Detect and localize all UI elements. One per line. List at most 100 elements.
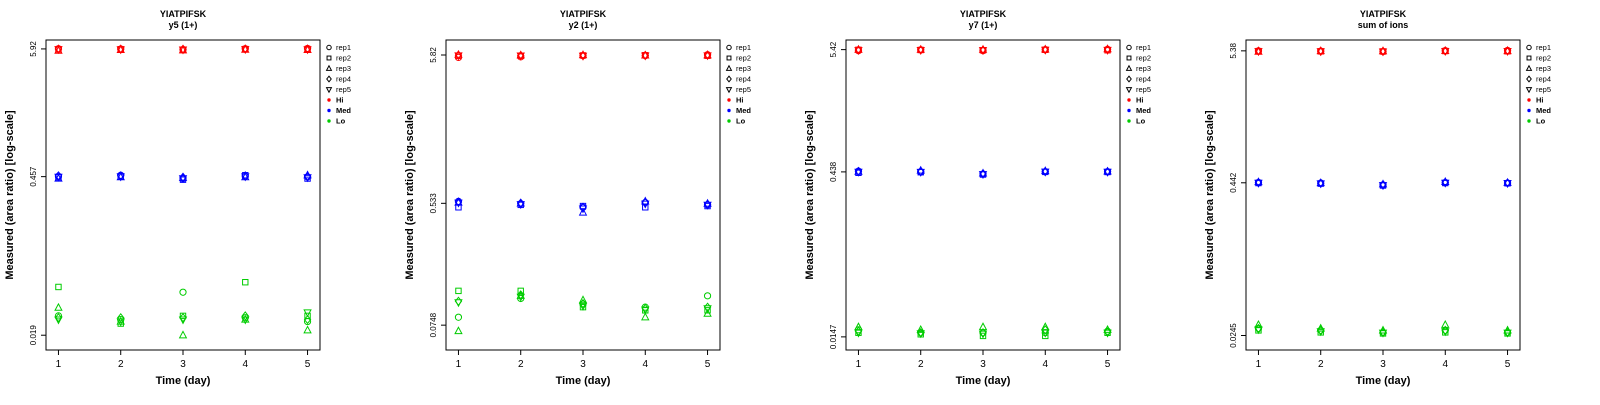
data-point-triangle-up-marker: [641, 312, 650, 321]
data-point-triangle-up-marker: [1103, 166, 1112, 175]
data-point-triangle-up-marker: [1316, 178, 1325, 187]
data-point-square-marker: [642, 204, 649, 211]
legend-rep-label: rep3: [336, 64, 351, 73]
legend-square-marker: [326, 55, 332, 61]
x-tick-label: 1: [56, 359, 62, 370]
plot-frame: [45, 39, 321, 351]
legend-med-dot: [727, 108, 731, 113]
data-point-square-marker: [455, 204, 462, 211]
data-point-triangle-down-marker: [54, 46, 63, 55]
legend-triangle-down-marker: [1125, 87, 1133, 94]
x-tick-label: 5: [1505, 359, 1511, 370]
data-point-triangle-down-marker: [1103, 168, 1112, 177]
data-point-triangle-down-marker: [1441, 179, 1450, 188]
chart-title: YIATPIFSK: [560, 9, 607, 19]
y-tick-label: 5.42: [829, 41, 838, 57]
chart-subtitle: y7 (1+): [969, 20, 998, 30]
data-point-triangle-up-marker: [1254, 319, 1263, 328]
x-tick-label: 1: [456, 359, 462, 370]
legend-triangle-up-marker: [325, 64, 333, 71]
chart-panel-y7-1-: YIATPIFSK y7 (1+) 1 2 3 4 5 5.42 0.438 0.0147 Time…: [800, 0, 1200, 400]
series-lo: [54, 279, 312, 339]
legend-square-marker: [726, 55, 732, 61]
legend-group-label: Med: [336, 106, 351, 115]
data-point-diamond-marker: [516, 290, 525, 300]
legend-hi-dot: [1527, 98, 1531, 102]
y-axis-label: Measured (area ratio) [log-scale]: [404, 110, 416, 280]
legend-hi-dot: [727, 98, 731, 102]
x-axis-label: Time (day): [956, 375, 1011, 387]
chart-title: YIATPIFSK: [1360, 9, 1407, 19]
data-point-square-marker: [455, 287, 462, 295]
data-point-triangle-down-marker: [854, 47, 863, 56]
legend-rep-label: rep3: [736, 64, 751, 73]
x-tick-label: 3: [1380, 359, 1386, 370]
data-point-triangle-up-marker: [1378, 46, 1388, 55]
data-point-triangle-down-marker: [454, 199, 463, 208]
legend-med-dot: [1527, 108, 1531, 113]
data-point-triangle-down-marker: [916, 330, 925, 339]
plot-frame: [1245, 39, 1521, 351]
data-point-triangle-down-marker: [178, 46, 188, 55]
data-point-triangle-down-marker: [641, 200, 650, 209]
x-tick-label: 3: [180, 359, 186, 370]
legend-circle-marker: [326, 44, 332, 51]
data-point-triangle-down-marker: [1254, 179, 1263, 188]
y-axis-label: Measured (area ratio) [log-scale]: [1204, 110, 1216, 280]
y-tick-label: 0.442: [1229, 172, 1238, 193]
data-point-triangle-down-marker: [1316, 48, 1325, 57]
legend-circle-marker: [726, 44, 732, 51]
legend-diamond-marker: [1126, 75, 1132, 83]
series-hi: [454, 49, 712, 62]
data-point-triangle-down-marker: [1254, 48, 1263, 57]
legend-rep-label: rep5: [336, 85, 351, 94]
data-point-triangle-up-marker: [1103, 324, 1112, 333]
y-tick-label: 5.82: [429, 47, 438, 63]
data-point-triangle-up-marker: [578, 207, 588, 216]
data-point-triangle-down-marker: [454, 299, 463, 308]
chart-subtitle: y2 (1+): [569, 20, 598, 30]
data-point-triangle-down-marker: [1441, 328, 1450, 337]
data-point-triangle-down-marker: [116, 318, 125, 327]
legend-rep-label: rep1: [1536, 43, 1551, 52]
data-point-triangle-down-marker: [916, 168, 925, 177]
x-tick-label: 1: [1256, 359, 1262, 370]
x-tick-label: 2: [918, 359, 924, 370]
data-point-triangle-down-marker: [54, 316, 63, 325]
data-point-triangle-up-marker: [54, 302, 63, 311]
legend-group-label: Med: [736, 106, 751, 115]
y-tick-label: 5.38: [1229, 43, 1238, 59]
data-point-triangle-down-marker: [1041, 168, 1050, 177]
data-point-triangle-down-marker: [454, 52, 463, 61]
data-point-triangle-up-marker: [241, 314, 250, 323]
data-point-square-marker: [517, 287, 524, 295]
data-point-triangle-up-marker: [1503, 46, 1512, 55]
x-tick-label: 4: [1442, 359, 1448, 370]
y-tick-label: 0.019: [29, 325, 38, 346]
legend-lo-dot: [327, 119, 331, 123]
data-point-triangle-up-marker: [703, 50, 712, 59]
legend-rep-label: rep1: [1136, 43, 1151, 52]
y-tick-label: 0.438: [829, 161, 838, 182]
series-lo: [454, 287, 712, 335]
y-tick-label: 5.92: [29, 41, 38, 57]
x-tick-label: 5: [305, 359, 311, 370]
legend-med-dot: [327, 108, 331, 113]
data-point-triangle-up-marker: [1441, 45, 1450, 54]
data-point-triangle-up-marker: [116, 316, 125, 325]
data-point-triangle-down-marker: [241, 46, 250, 55]
legend-triangle-down-marker: [1525, 87, 1533, 94]
data-point-triangle-down-marker: [303, 46, 312, 55]
data-point-triangle-up-marker: [703, 308, 712, 317]
legend-lo-dot: [727, 119, 731, 123]
data-point-triangle-down-marker: [916, 46, 925, 55]
x-tick-label: 2: [118, 359, 124, 370]
data-point-triangle-up-marker: [303, 325, 312, 334]
x-tick-label: 4: [1042, 359, 1048, 370]
x-axis-label: Time (day): [1356, 375, 1411, 387]
legend-rep-label: rep4: [336, 75, 351, 84]
data-point-triangle-down-marker: [641, 306, 650, 315]
legend-diamond-marker: [1526, 75, 1532, 83]
